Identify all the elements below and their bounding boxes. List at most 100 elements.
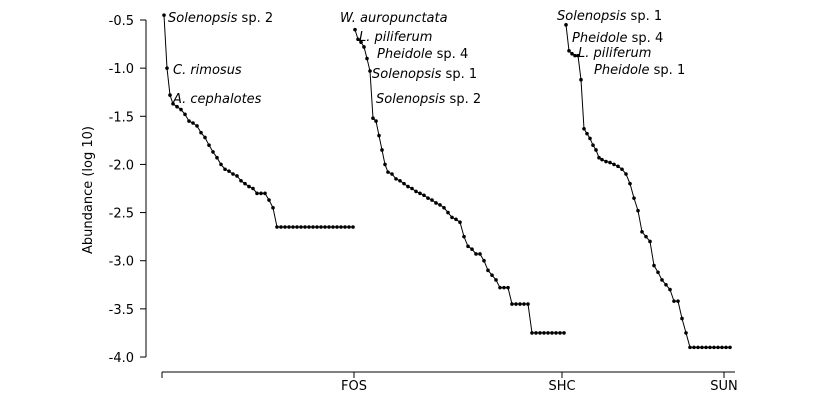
point — [550, 331, 554, 335]
point — [303, 225, 307, 229]
x-tick-label: SHC — [548, 379, 575, 394]
point — [668, 287, 672, 292]
point — [700, 345, 704, 350]
point — [594, 148, 598, 152]
x-tick-label: FOS — [341, 379, 367, 394]
point — [564, 23, 568, 27]
point — [319, 225, 323, 229]
point — [410, 186, 414, 191]
point — [162, 13, 166, 17]
point — [546, 331, 550, 335]
point — [478, 252, 482, 256]
point — [644, 234, 648, 239]
point — [263, 191, 267, 196]
point — [191, 121, 195, 125]
point — [585, 131, 589, 136]
point — [279, 225, 283, 229]
point — [728, 345, 732, 350]
point — [295, 225, 299, 229]
point — [359, 40, 363, 44]
point — [377, 133, 381, 138]
point — [219, 162, 223, 167]
point — [640, 230, 644, 234]
point — [271, 205, 275, 210]
point — [542, 331, 546, 335]
point — [620, 167, 624, 172]
y-tick-label: -3.5 — [109, 303, 134, 318]
point — [339, 225, 343, 229]
point — [446, 210, 450, 215]
point — [362, 45, 366, 49]
point — [195, 124, 199, 128]
point — [494, 278, 498, 282]
point — [168, 93, 172, 97]
point — [239, 178, 243, 183]
point — [442, 205, 446, 210]
point — [688, 345, 692, 350]
annotation: Solenopsis sp. 2 — [168, 11, 273, 26]
point — [538, 331, 542, 335]
point — [394, 177, 398, 181]
annotation: L. piliferum — [578, 46, 651, 61]
y-tick-label: -4.0 — [109, 351, 134, 366]
point — [323, 225, 327, 229]
point — [474, 252, 478, 256]
point — [684, 331, 688, 335]
point — [530, 331, 534, 335]
point — [470, 247, 474, 251]
point — [704, 345, 708, 350]
annotation: Pheidole sp. 4 — [377, 47, 468, 62]
point — [554, 331, 558, 335]
point — [235, 174, 239, 178]
point — [708, 345, 712, 350]
point — [165, 66, 169, 70]
point — [562, 331, 566, 335]
point — [664, 282, 668, 287]
point — [231, 172, 235, 176]
point — [724, 345, 728, 350]
point — [287, 225, 291, 229]
point — [576, 53, 580, 58]
point — [299, 225, 303, 229]
point — [648, 239, 652, 244]
point — [243, 181, 247, 186]
annotation: Solenopsis sp. 1 — [557, 9, 662, 24]
point — [628, 181, 632, 186]
annotation: Solenopsis sp. 1 — [372, 67, 477, 82]
point — [255, 191, 259, 196]
point — [251, 186, 255, 191]
annotation: A. cephalotes — [172, 92, 262, 107]
point — [426, 196, 430, 200]
point — [203, 135, 207, 140]
point — [227, 169, 231, 173]
point — [331, 225, 335, 229]
point — [307, 225, 311, 229]
point — [600, 157, 604, 162]
point — [430, 198, 434, 202]
y-tick-label: -3.0 — [109, 255, 134, 270]
point — [591, 143, 595, 147]
point — [275, 225, 279, 229]
point — [712, 345, 716, 350]
point — [454, 217, 458, 222]
point — [406, 184, 410, 189]
x-tick-label: SUN — [710, 379, 738, 394]
point — [418, 191, 422, 196]
point — [604, 159, 608, 164]
point — [374, 119, 378, 123]
y-tick-label: -1.5 — [109, 110, 134, 125]
point — [327, 225, 331, 229]
point — [534, 331, 538, 335]
point — [660, 278, 664, 282]
y-tick-label: -2.0 — [109, 158, 134, 173]
point — [267, 198, 271, 202]
annotation: Solenopsis sp. 2 — [376, 92, 481, 107]
point — [380, 148, 384, 152]
point — [199, 130, 203, 135]
point — [636, 208, 640, 213]
point — [291, 225, 295, 229]
point — [371, 116, 375, 121]
point — [510, 302, 514, 306]
point — [383, 162, 387, 167]
